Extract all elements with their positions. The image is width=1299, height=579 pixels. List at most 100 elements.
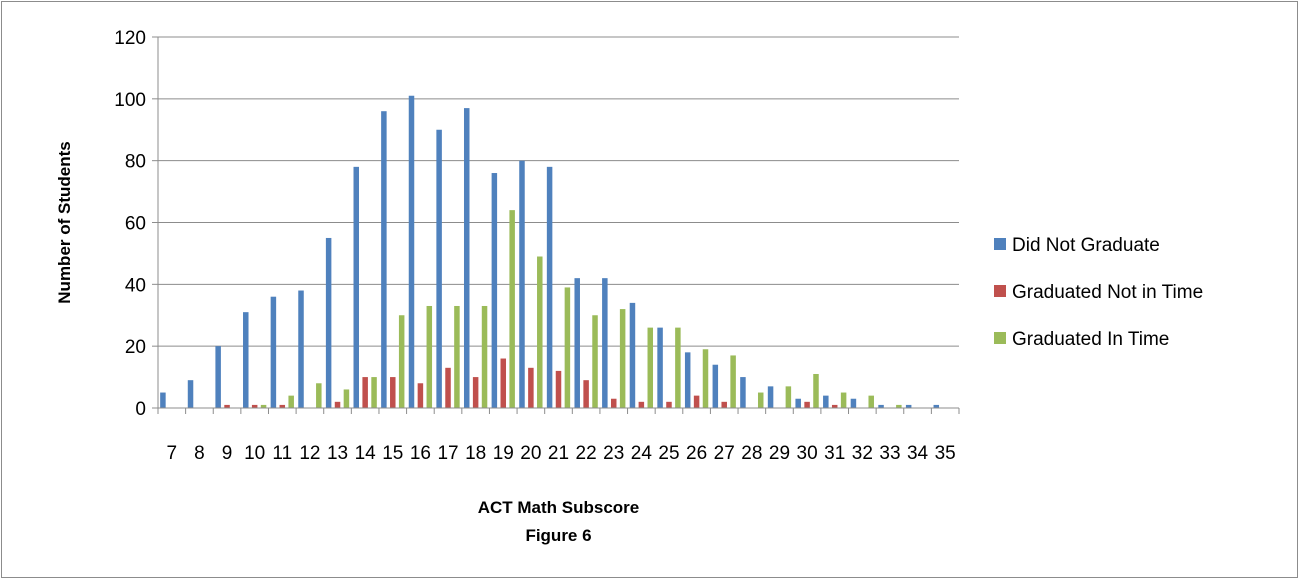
bar bbox=[555, 370, 562, 408]
bar bbox=[528, 367, 534, 408]
x-tick-label: 24 bbox=[631, 443, 653, 464]
legend: Did Not Graduate Graduated Not in Time Gra… bbox=[994, 235, 1203, 350]
bar bbox=[519, 160, 525, 408]
bar bbox=[417, 383, 424, 408]
legend-label: Did Not Graduate bbox=[1012, 235, 1160, 256]
bar bbox=[537, 256, 543, 408]
bar bbox=[381, 111, 387, 408]
bar bbox=[592, 315, 598, 408]
bar bbox=[702, 349, 709, 408]
bar bbox=[647, 327, 654, 408]
y-axis-title: Number of Students bbox=[55, 141, 74, 303]
y-tick-label: 60 bbox=[125, 214, 146, 235]
bar bbox=[813, 373, 819, 408]
bar bbox=[840, 392, 847, 408]
bar bbox=[270, 296, 277, 408]
bar bbox=[740, 377, 746, 408]
x-tick-label: 29 bbox=[769, 443, 790, 464]
bar bbox=[509, 210, 515, 408]
gridlines bbox=[158, 36, 959, 347]
x-tick-label: 13 bbox=[327, 443, 348, 464]
x-tick-label: 26 bbox=[686, 443, 707, 464]
bar bbox=[426, 305, 433, 408]
bar bbox=[260, 404, 267, 408]
x-tick-label: 17 bbox=[437, 443, 458, 464]
figure-caption: Figure 6 bbox=[525, 526, 591, 545]
bar bbox=[288, 395, 294, 408]
bar bbox=[398, 315, 405, 408]
x-tick-label: 10 bbox=[244, 443, 265, 464]
bar bbox=[583, 380, 589, 408]
x-tick-label: 12 bbox=[299, 443, 320, 464]
x-tick-label: 31 bbox=[824, 443, 845, 464]
bar bbox=[574, 278, 580, 408]
bar bbox=[343, 389, 350, 408]
legend-label: Graduated Not in Time bbox=[1012, 282, 1203, 303]
x-tick-label: 19 bbox=[493, 443, 514, 464]
x-tick-label: 23 bbox=[603, 443, 624, 464]
bar bbox=[712, 364, 719, 408]
x-axis-title: ACT Math Subscore bbox=[478, 498, 640, 517]
x-tick-label: 15 bbox=[382, 443, 403, 464]
bar bbox=[408, 95, 415, 409]
bar bbox=[638, 401, 645, 408]
bar bbox=[602, 278, 608, 408]
x-tick-label: 16 bbox=[410, 443, 431, 464]
x-tick-label: 11 bbox=[272, 443, 292, 464]
x-tick-label: 9 bbox=[222, 443, 233, 464]
bar bbox=[905, 404, 912, 408]
bar bbox=[785, 386, 792, 408]
y-tick-label: 120 bbox=[114, 28, 146, 49]
y-tick-label: 40 bbox=[125, 275, 146, 296]
bar bbox=[831, 404, 838, 408]
bar bbox=[251, 404, 258, 408]
x-tick-label: 18 bbox=[465, 443, 486, 464]
legend-swatch bbox=[994, 238, 1006, 250]
legend-swatch bbox=[994, 285, 1006, 297]
bar bbox=[298, 290, 304, 408]
y-tick-label: 100 bbox=[114, 90, 146, 111]
x-tick-label: 22 bbox=[576, 443, 597, 464]
y-tick-label: 20 bbox=[125, 337, 146, 358]
bar bbox=[795, 398, 801, 408]
bar bbox=[564, 287, 571, 408]
bar bbox=[371, 377, 377, 408]
bar bbox=[629, 302, 636, 408]
bar bbox=[850, 398, 857, 408]
bar bbox=[896, 404, 902, 408]
x-tick-label: 33 bbox=[879, 443, 900, 464]
bar bbox=[362, 377, 368, 408]
bar bbox=[390, 377, 396, 408]
bar bbox=[463, 108, 470, 409]
bar bbox=[730, 355, 736, 408]
bar bbox=[546, 166, 553, 408]
bar bbox=[215, 346, 221, 408]
x-tick-label: 21 bbox=[548, 443, 569, 464]
bar bbox=[279, 404, 286, 408]
bar bbox=[757, 392, 764, 408]
legend-label: Graduated In Time bbox=[1012, 329, 1169, 350]
bar bbox=[767, 386, 774, 408]
bar bbox=[316, 383, 322, 408]
bar bbox=[878, 404, 884, 408]
bar bbox=[243, 312, 249, 408]
x-tick-label: 27 bbox=[714, 443, 735, 464]
bar bbox=[481, 305, 488, 408]
x-tick-label: 20 bbox=[520, 443, 541, 464]
x-tick-label: 8 bbox=[194, 443, 205, 464]
x-tick-label: 30 bbox=[797, 443, 818, 464]
bar bbox=[804, 401, 810, 408]
bar bbox=[491, 173, 498, 408]
x-tick-label: 35 bbox=[935, 443, 956, 464]
bar bbox=[472, 377, 479, 408]
bar bbox=[933, 404, 940, 408]
x-tick-label: 25 bbox=[658, 443, 679, 464]
legend-swatch bbox=[994, 332, 1006, 344]
x-tick-label: 14 bbox=[355, 443, 377, 464]
bar bbox=[334, 401, 341, 408]
bar bbox=[160, 392, 166, 408]
x-tick-label: 34 bbox=[907, 443, 929, 464]
bar bbox=[675, 327, 681, 408]
